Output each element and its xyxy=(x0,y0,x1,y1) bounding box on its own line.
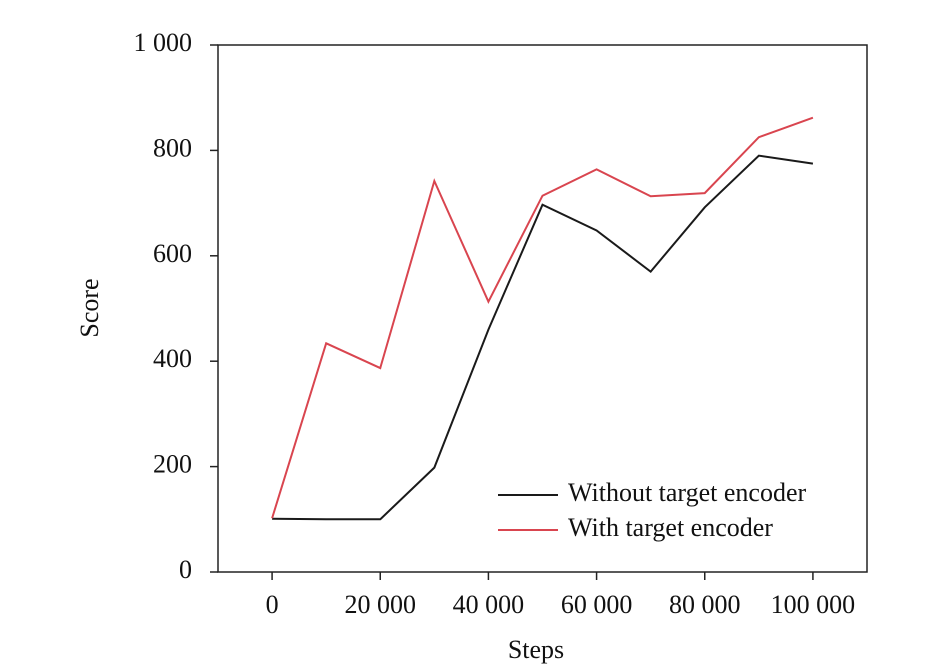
y-axis-label: Score xyxy=(75,278,104,337)
y-tick-label: 600 xyxy=(153,239,192,268)
y-tick-label: 1 000 xyxy=(134,28,193,57)
plot-frame xyxy=(217,44,868,573)
x-tick-label: 100 000 xyxy=(771,590,856,619)
x-tick-label: 60 000 xyxy=(561,590,633,619)
y-tick-label: 200 xyxy=(153,450,192,479)
y-tick-label: 800 xyxy=(153,133,192,162)
data-line xyxy=(272,154,814,521)
data-line xyxy=(271,116,814,519)
x-axis-label: Steps xyxy=(508,635,564,664)
legend-label: Without target encoder xyxy=(568,478,807,507)
y-tick-label: 400 xyxy=(153,344,192,373)
x-tick-label: 20 000 xyxy=(345,590,417,619)
x-tick-label: 40 000 xyxy=(453,590,525,619)
x-tick-label: 80 000 xyxy=(669,590,741,619)
legend-label: With target encoder xyxy=(568,513,773,542)
x-tick-label: 0 xyxy=(266,590,279,619)
y-tick-label: 0 xyxy=(179,555,192,584)
